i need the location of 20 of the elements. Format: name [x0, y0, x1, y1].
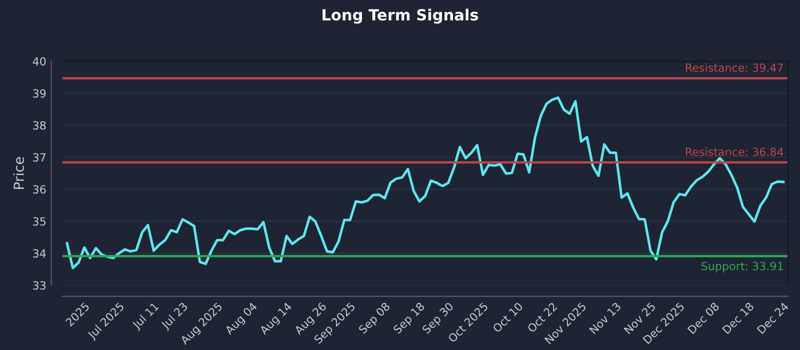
y-tick-label: 39 — [33, 89, 46, 98]
chart-title: Long Term Signals — [322, 8, 478, 24]
y-tick-label: 34 — [33, 249, 46, 258]
y-tick-label: 37 — [33, 153, 46, 162]
x-tick-label: Dec 24 — [756, 302, 790, 334]
x-tick-label: Dec 08 — [687, 302, 720, 334]
y-axis-title: Price — [13, 157, 24, 189]
x-tick-label: Jul 11 — [131, 302, 160, 332]
y-tick-label: 36 — [33, 185, 46, 194]
ref-line-label: Resistance: 36.84 — [686, 147, 784, 156]
x-tick-label: Jul 23 — [160, 302, 190, 332]
x-tick-label: Oct 10 — [492, 302, 524, 333]
ref-line-label: Resistance: 39.47 — [686, 63, 783, 72]
y-tick-label: 40 — [32, 57, 46, 66]
ref-line-label: Support: 33.91 — [702, 262, 783, 272]
y-tick-label: 33 — [33, 281, 46, 290]
y-tick-label: 35 — [33, 217, 46, 226]
y-tick-label: 38 — [33, 121, 46, 130]
x-tick-label: Dec 18 — [722, 302, 754, 334]
x-tick-label: Sep 08 — [358, 302, 392, 336]
